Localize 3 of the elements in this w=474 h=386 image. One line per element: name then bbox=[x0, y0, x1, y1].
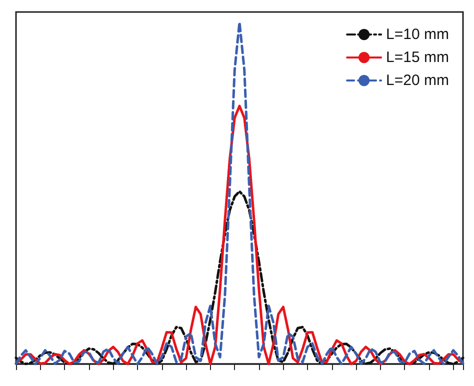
legend-label: L=10 mm bbox=[386, 26, 450, 43]
legend-label: L=20 mm bbox=[386, 72, 450, 89]
legend-label: L=15 mm bbox=[386, 49, 450, 66]
